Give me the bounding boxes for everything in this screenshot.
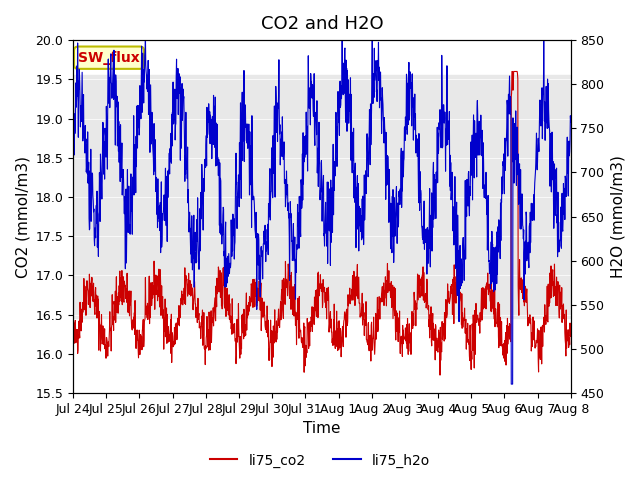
X-axis label: Time: Time <box>303 421 340 436</box>
Y-axis label: CO2 (mmol/m3): CO2 (mmol/m3) <box>15 156 30 277</box>
Bar <box>73 75 571 318</box>
Title: CO2 and H2O: CO2 and H2O <box>260 15 383 33</box>
Y-axis label: H2O (mmol/m3): H2O (mmol/m3) <box>610 155 625 278</box>
Text: SW_flux: SW_flux <box>78 51 140 65</box>
Legend: li75_co2, li75_h2o: li75_co2, li75_h2o <box>204 448 436 473</box>
